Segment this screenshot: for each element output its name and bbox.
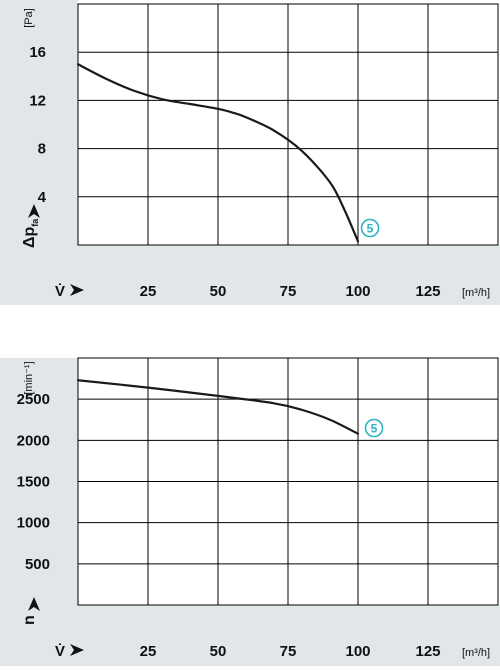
x-unit-label: [m³/h] [462, 287, 490, 299]
x-tick-label: 100 [345, 283, 370, 300]
x-axis-panel [0, 605, 500, 666]
y-unit-label: [min⁻¹] [23, 361, 35, 394]
x-axis-arrow-icon [70, 644, 84, 656]
y-unit-label: [Pa] [23, 8, 35, 28]
x-tick-label: 75 [280, 643, 297, 660]
series-line [76, 63, 360, 243]
x-tick-label: 50 [210, 643, 227, 660]
x-tick-label: 125 [415, 643, 440, 660]
plot-frame [77, 357, 499, 606]
curve-marker-label: 5 [371, 422, 378, 436]
x-tick-label: 50 [210, 283, 227, 300]
x-tick-label: 25 [140, 643, 157, 660]
curve-marker-circle [364, 418, 384, 438]
y-tick-label: 16 [29, 44, 46, 61]
y-axis-arrow-icon [28, 597, 40, 611]
x-tick-label: 25 [140, 283, 157, 300]
x-axis-arrow-icon [70, 284, 84, 296]
y-axis-symbol: n [21, 615, 38, 625]
y-axis-arrow-icon [28, 204, 40, 218]
chart-2: 500 1000 1500 2000 2500 25 50 75 100 125 [m³/h] V̇ [… [0, 357, 500, 666]
x-tick-label: 100 [345, 643, 370, 660]
y-tick-label: 2500 [17, 391, 50, 408]
y-tick-label: 1500 [17, 474, 50, 491]
x-axis-panel [0, 245, 500, 305]
y-tick-label: 500 [25, 556, 50, 573]
x-unit-label: [m³/h] [462, 647, 490, 659]
plot-frame [77, 3, 499, 246]
x-axis-symbol: V̇ [55, 643, 65, 660]
series-line [76, 379, 360, 435]
y-tick-label: 8 [38, 141, 46, 158]
y-tick-label: 4 [38, 189, 47, 206]
y-axis-subscript: fa [30, 218, 40, 227]
x-tick-label: 75 [280, 283, 297, 300]
curve-marker-label: 5 [367, 222, 374, 236]
x-tick-label: 125 [415, 283, 440, 300]
y-tick-label: 2000 [17, 432, 50, 449]
y-tick-label: 1000 [17, 515, 50, 532]
curve-marker-circle [360, 218, 380, 238]
y-tick-label: 12 [29, 92, 46, 109]
x-axis-symbol: V̇ [55, 283, 65, 300]
